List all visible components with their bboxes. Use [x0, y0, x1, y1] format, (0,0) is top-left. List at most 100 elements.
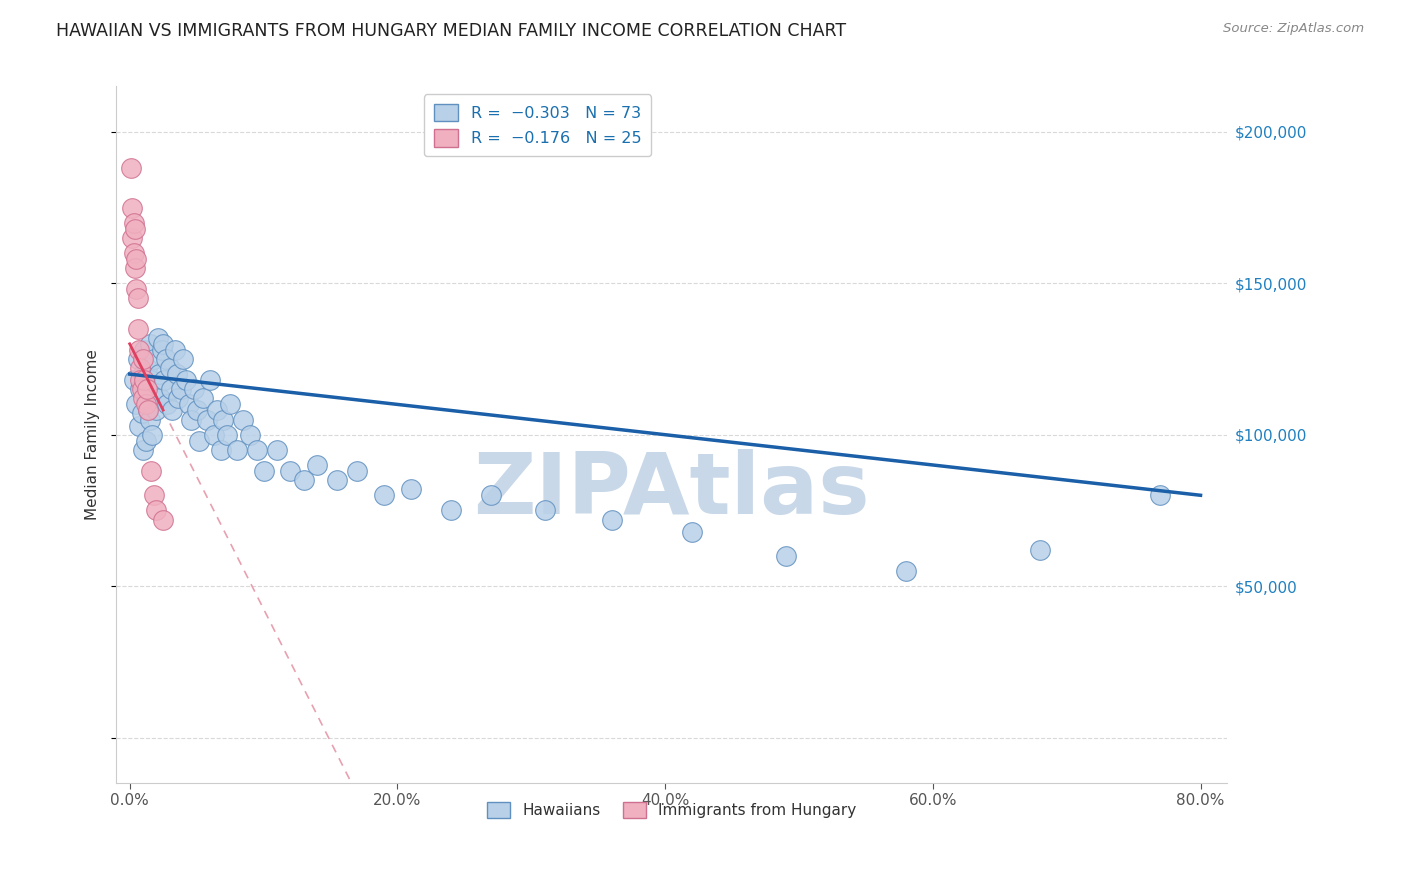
- Point: [121, 231, 143, 245]
- Point: [155, 351, 177, 366]
- Point: [219, 397, 242, 411]
- Point: [138, 403, 160, 417]
- Point: [142, 351, 165, 366]
- Point: [132, 442, 155, 457]
- Point: [172, 351, 194, 366]
- Point: [132, 351, 155, 366]
- Text: Source: ZipAtlas.com: Source: ZipAtlas.com: [1223, 22, 1364, 36]
- Point: [183, 382, 205, 396]
- Point: [169, 382, 191, 396]
- Point: [138, 412, 160, 426]
- Point: [177, 397, 200, 411]
- Point: [136, 361, 159, 376]
- Point: [600, 512, 623, 526]
- Point: [128, 343, 150, 357]
- Point: [131, 382, 153, 396]
- Point: [139, 464, 162, 478]
- Point: [198, 373, 221, 387]
- Point: [129, 382, 152, 396]
- Point: [440, 503, 463, 517]
- Text: HAWAIIAN VS IMMIGRANTS FROM HUNGARY MEDIAN FAMILY INCOME CORRELATION CHART: HAWAIIAN VS IMMIGRANTS FROM HUNGARY MEDI…: [56, 22, 846, 40]
- Point: [138, 336, 160, 351]
- Point: [252, 464, 274, 478]
- Point: [134, 343, 156, 357]
- Point: [205, 403, 228, 417]
- Legend: Hawaiians, Immigrants from Hungary: Hawaiians, Immigrants from Hungary: [481, 796, 863, 824]
- Point: [326, 473, 349, 487]
- Point: [135, 397, 157, 411]
- Point: [479, 488, 502, 502]
- Point: [225, 442, 247, 457]
- Point: [125, 252, 148, 266]
- Point: [1029, 542, 1052, 557]
- Point: [124, 221, 146, 235]
- Point: [217, 427, 239, 442]
- Point: [775, 549, 797, 563]
- Point: [138, 403, 160, 417]
- Point: [152, 512, 174, 526]
- Point: [1149, 488, 1171, 502]
- Point: [122, 216, 145, 230]
- Point: [681, 524, 703, 539]
- Point: [193, 392, 215, 406]
- Point: [136, 382, 159, 396]
- Point: [159, 361, 181, 376]
- Point: [131, 407, 153, 421]
- Point: [132, 392, 155, 406]
- Point: [174, 373, 197, 387]
- Point: [246, 442, 269, 457]
- Point: [141, 427, 163, 442]
- Point: [239, 427, 262, 442]
- Y-axis label: Median Family Income: Median Family Income: [86, 350, 100, 520]
- Point: [121, 201, 143, 215]
- Point: [165, 343, 187, 357]
- Point: [533, 503, 555, 517]
- Text: ZIPAtlas: ZIPAtlas: [474, 449, 870, 532]
- Point: [125, 397, 148, 411]
- Point: [307, 458, 329, 472]
- Point: [209, 442, 232, 457]
- Point: [162, 403, 184, 417]
- Point: [148, 367, 170, 381]
- Point: [278, 464, 301, 478]
- Point: [127, 351, 149, 366]
- Point: [150, 343, 173, 357]
- Point: [346, 464, 368, 478]
- Point: [129, 373, 152, 387]
- Point: [139, 373, 162, 387]
- Point: [292, 473, 315, 487]
- Point: [153, 373, 176, 387]
- Point: [180, 412, 202, 426]
- Point: [142, 488, 165, 502]
- Point: [135, 434, 157, 448]
- Point: [134, 373, 156, 387]
- Point: [373, 488, 395, 502]
- Point: [166, 392, 188, 406]
- Point: [212, 412, 235, 426]
- Point: [132, 367, 155, 381]
- Point: [202, 427, 225, 442]
- Point: [120, 161, 142, 176]
- Point: [129, 361, 152, 376]
- Point: [122, 373, 145, 387]
- Point: [160, 382, 183, 396]
- Point: [127, 321, 149, 335]
- Point: [124, 261, 146, 276]
- Point: [195, 412, 218, 426]
- Point: [146, 331, 169, 345]
- Point: [149, 392, 172, 406]
- Point: [399, 482, 422, 496]
- Point: [232, 412, 254, 426]
- Point: [127, 292, 149, 306]
- Point: [145, 403, 167, 417]
- Point: [143, 382, 166, 396]
- Point: [145, 503, 167, 517]
- Point: [152, 336, 174, 351]
- Point: [166, 367, 188, 381]
- Point: [125, 282, 148, 296]
- Point: [128, 418, 150, 433]
- Point: [122, 246, 145, 260]
- Point: [186, 403, 208, 417]
- Point: [135, 392, 157, 406]
- Point: [188, 434, 211, 448]
